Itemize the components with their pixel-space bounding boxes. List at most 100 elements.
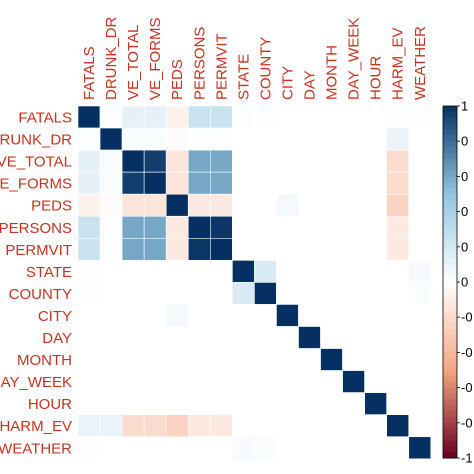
heatmap-cell	[254, 127, 277, 151]
heatmap-cell	[143, 348, 167, 371]
colorbar-segment	[443, 287, 457, 295]
heatmap-cell	[364, 304, 387, 327]
heatmap-cell	[276, 215, 299, 239]
heatmap-cell	[364, 436, 387, 460]
heatmap-cell	[210, 193, 233, 217]
heatmap-cell	[210, 105, 233, 129]
colorbar-segment	[443, 164, 457, 171]
heatmap-cell	[342, 171, 365, 195]
heatmap-cell	[232, 127, 255, 151]
heatmap-cell	[320, 326, 343, 349]
colorbar-segment	[443, 129, 457, 136]
heatmap-cell	[254, 171, 277, 195]
heatmap-cell	[121, 193, 145, 217]
heatmap-cell	[165, 127, 189, 151]
heatmap-cell	[77, 326, 101, 349]
colorbar-segment	[443, 170, 457, 177]
heatmap-cell	[298, 304, 321, 327]
row-label: CITY	[38, 308, 72, 325]
heatmap-cell	[121, 326, 145, 349]
column-label: DRUNK_DR	[103, 16, 120, 100]
heatmap-cell	[408, 392, 432, 415]
heatmap-cell	[408, 238, 432, 261]
colorbar-segment	[443, 106, 457, 113]
heatmap-cell	[386, 392, 410, 415]
heatmap-cell	[143, 238, 167, 261]
heatmap-cell	[210, 348, 233, 371]
heatmap-cell	[320, 215, 343, 239]
heatmap-cell	[143, 127, 167, 151]
row-label: HOUR	[28, 396, 72, 413]
heatmap-cell	[121, 149, 145, 173]
heatmap-cell	[99, 238, 123, 261]
heatmap-cell	[99, 260, 123, 283]
colorbar-tick-label: -0	[461, 415, 473, 430]
colorbar-segment	[443, 147, 457, 154]
heatmap-cell	[254, 414, 277, 438]
heatmap-cell	[187, 282, 211, 305]
heatmap-cell	[99, 348, 123, 371]
heatmap-cell	[77, 282, 101, 305]
heatmap-cell	[298, 282, 321, 305]
heatmap-cell	[165, 215, 189, 239]
heatmap-cell	[121, 414, 145, 438]
colorbar-tick-label: 0	[461, 275, 468, 290]
heatmap-cell	[254, 282, 277, 305]
heatmap-cell	[364, 260, 387, 283]
colorbar-segment	[443, 317, 457, 324]
row-label: FATALS	[18, 110, 72, 127]
heatmap-cell	[276, 238, 299, 261]
heatmap-cell	[408, 414, 432, 438]
heatmap-cell	[210, 414, 233, 438]
heatmap-cell	[320, 127, 343, 151]
heatmap-cell	[165, 193, 189, 217]
heatmap-cell	[298, 193, 321, 217]
heatmap-cell	[121, 304, 145, 327]
heatmap-cell	[99, 436, 123, 460]
colorbar-segment	[443, 370, 457, 377]
heatmap-cell	[143, 149, 167, 173]
heatmap-cell	[320, 370, 343, 393]
heatmap-cell	[187, 436, 211, 460]
colorbar: 1 0 0 0 0 0 -0 -0 -0 -0 -1	[442, 99, 473, 466]
heatmap-cell	[232, 282, 255, 305]
heatmap-cell	[187, 304, 211, 327]
colorbar-tick-label: 1	[461, 99, 468, 114]
heatmap-cell	[408, 304, 432, 327]
column-label: HOUR	[368, 56, 385, 100]
heatmap-cell	[254, 149, 277, 173]
heatmap-cell	[320, 260, 343, 283]
heatmap-cell	[187, 127, 211, 151]
heatmap-cell	[77, 149, 101, 173]
heatmap-cell	[276, 105, 299, 129]
colorbar-segment	[443, 375, 457, 383]
heatmap-cell	[386, 348, 410, 371]
heatmap-cell	[254, 370, 277, 393]
heatmap-cell	[276, 149, 299, 173]
heatmap-cells	[77, 105, 432, 460]
heatmap-cell	[408, 215, 432, 239]
row-label: DAY_WEEK	[0, 374, 72, 391]
heatmap-cell	[143, 436, 167, 460]
heatmap-cell	[77, 238, 101, 261]
heatmap-cell	[254, 326, 277, 349]
heatmap-cell	[298, 171, 321, 195]
heatmap-cell	[364, 171, 387, 195]
heatmap-cell	[165, 326, 189, 349]
column-label: WEATHER	[412, 26, 429, 100]
heatmap-cell	[364, 414, 387, 438]
heatmap-cell	[254, 215, 277, 239]
heatmap-cell	[232, 149, 255, 173]
colorbar-segment	[443, 158, 457, 166]
colorbar-segment	[443, 258, 457, 265]
heatmap-cell	[298, 326, 321, 349]
row-label: MONTH	[17, 352, 72, 369]
heatmap-cell	[342, 436, 365, 460]
heatmap-cell	[99, 414, 123, 438]
heatmap-cell	[298, 127, 321, 151]
colorbar-tick-label: 0	[461, 134, 468, 149]
heatmap-cell	[210, 149, 233, 173]
column-label: FATALS	[81, 46, 98, 100]
heatmap-cell	[298, 105, 321, 129]
colorbar-segment	[443, 141, 457, 148]
